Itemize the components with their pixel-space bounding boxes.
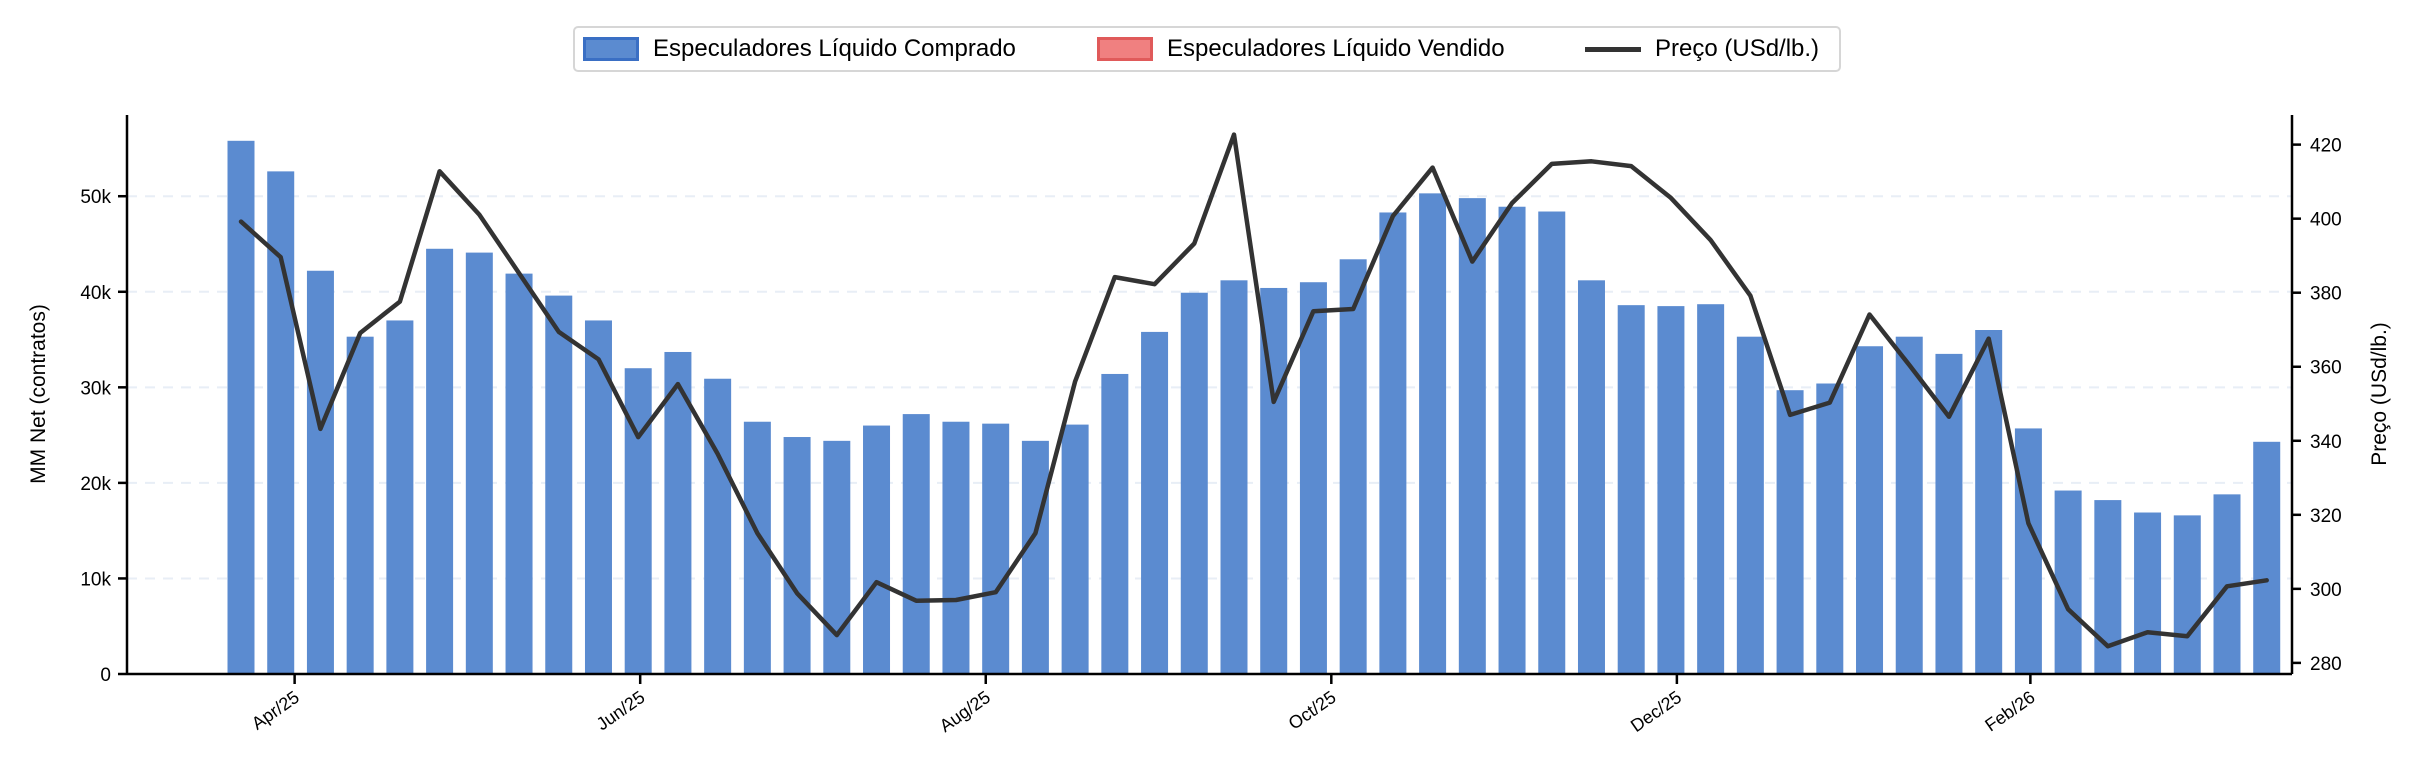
x-tick-label: Jun/25: [593, 687, 649, 734]
right-axis-ticks: 280 300 320 340 360 380 400 420: [2292, 136, 2342, 675]
bar-long: [1617, 305, 1645, 674]
x-tick-label: Oct/25: [1285, 687, 1340, 734]
bar-long: [545, 295, 573, 674]
left-tick-label: 0: [100, 665, 111, 686]
bar-long: [1856, 346, 1884, 674]
legend: Especuladores Líquido Comprado Especulad…: [573, 26, 1841, 72]
left-tick-label: 10k: [80, 569, 111, 590]
bar-long: [2173, 515, 2201, 674]
bar-long: [505, 273, 533, 674]
bar-long: [2253, 441, 2281, 674]
bar-long: [1339, 259, 1367, 674]
bar-long: [942, 421, 970, 674]
legend-label-short: Especuladores Líquido Vendido: [1167, 35, 1505, 62]
bar-long: [1577, 280, 1605, 674]
right-tick-label: 320: [2310, 506, 2342, 527]
bar-long: [1776, 390, 1804, 674]
bar-long: [1895, 336, 1923, 674]
bar-long: [465, 252, 493, 674]
bar-long: [306, 270, 334, 674]
left-axis-label: MM Net (contratos): [27, 304, 50, 484]
bar-long: [1419, 193, 1447, 674]
legend-item-long: Especuladores Líquido Comprado: [583, 28, 1016, 70]
bar-long: [1697, 304, 1725, 674]
bar-long: [1220, 280, 1248, 674]
legend-line-price: [1585, 46, 1641, 52]
right-tick-label: 420: [2310, 136, 2342, 157]
left-tick-label: 30k: [80, 378, 111, 399]
x-tick-label: Dec/25: [1627, 687, 1685, 736]
bar-long: [1379, 212, 1407, 674]
right-tick-label: 360: [2310, 358, 2342, 379]
axes: [125, 115, 2294, 676]
x-axis-ticks: Apr/25 Jun/25 Aug/25 Oct/25 Dec/25 Feb/26: [248, 674, 2039, 736]
bar-long: [1021, 440, 1049, 674]
bar-long: [426, 248, 454, 674]
left-tick-label: 40k: [80, 283, 111, 304]
legend-item-price: Preço (USd/lb.): [1585, 28, 1819, 70]
bar-long: [1498, 206, 1526, 674]
bar-long: [1180, 292, 1208, 674]
x-tick-label: Aug/25: [936, 687, 994, 736]
bar-long: [783, 437, 811, 674]
right-tick-label: 380: [2310, 284, 2342, 305]
right-tick-label: 280: [2310, 654, 2342, 675]
bar-long: [1061, 424, 1089, 674]
x-tick-label: Apr/25: [248, 687, 303, 734]
bar-long: [1816, 383, 1844, 674]
bars-long: [227, 140, 2281, 675]
left-axis-ticks: 0 10k 20k 30k 40k 50k: [80, 187, 127, 686]
bar-long: [1657, 306, 1685, 674]
bar-long: [823, 440, 851, 674]
bar-long: [1101, 373, 1129, 674]
bar-long: [1736, 336, 1764, 674]
legend-swatch-short: [1097, 37, 1153, 61]
x-tick-label: Feb/26: [1981, 687, 2038, 736]
legend-item-short: Especuladores Líquido Vendido: [1097, 28, 1505, 70]
bar-long: [2014, 428, 2042, 674]
legend-swatch-long: [583, 37, 639, 61]
bar-long: [1141, 331, 1169, 674]
bar-long: [1299, 282, 1327, 674]
bar-long: [863, 425, 891, 674]
bar-long: [2054, 490, 2082, 674]
bar-long: [902, 414, 930, 674]
right-tick-label: 400: [2310, 210, 2342, 231]
right-tick-label: 300: [2310, 580, 2342, 601]
bar-long: [2134, 512, 2162, 674]
legend-label-long: Especuladores Líquido Comprado: [653, 35, 1016, 62]
bar-long: [1458, 198, 1486, 674]
bar-long: [346, 336, 374, 674]
right-axis-label: Preço (USd/lb.): [2368, 322, 2391, 466]
bar-long: [704, 378, 732, 674]
bar-long: [664, 351, 692, 674]
right-tick-label: 340: [2310, 432, 2342, 453]
left-tick-label: 20k: [80, 474, 111, 495]
bar-long: [982, 423, 1010, 674]
bar-long: [386, 320, 414, 674]
bar-long: [1538, 211, 1566, 674]
legend-label-price: Preço (USd/lb.): [1655, 35, 1820, 62]
left-tick-label: 50k: [80, 187, 111, 208]
price-line: [238, 132, 2269, 649]
